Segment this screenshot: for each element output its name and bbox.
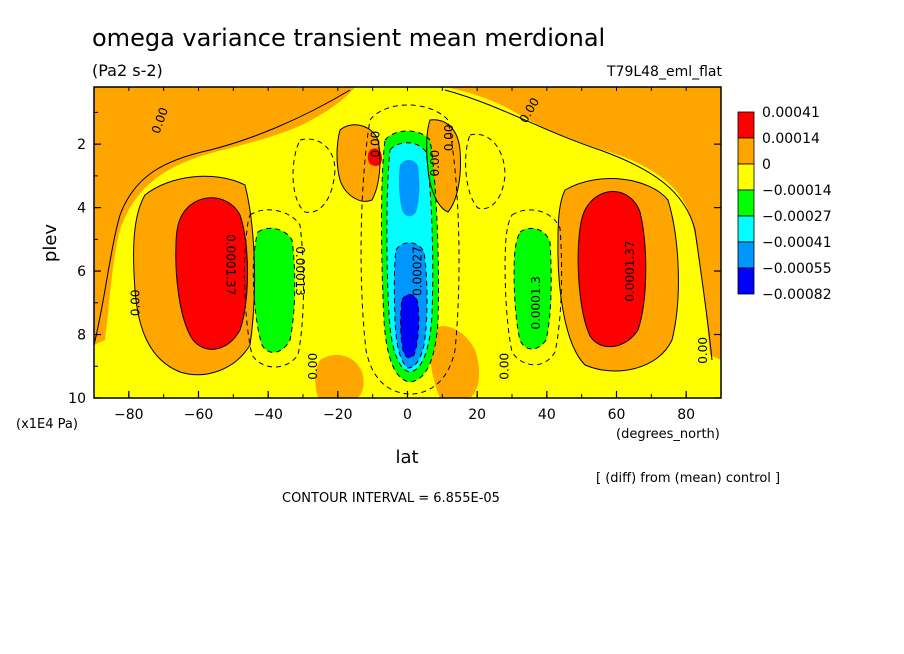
y-tick-label: 2 bbox=[77, 137, 86, 153]
x-tick-label: −80 bbox=[114, 407, 144, 423]
orange-region-center-left bbox=[337, 124, 380, 202]
colorbar-swatch bbox=[737, 137, 755, 165]
colorbar-swatch bbox=[737, 267, 755, 295]
contour-line bbox=[400, 294, 420, 359]
contour-line bbox=[243, 209, 305, 368]
colorbar-label: 0.00014 bbox=[762, 131, 820, 147]
diff-note: [ (diff) from (mean) control ] bbox=[596, 471, 780, 486]
colorbar-swatch bbox=[737, 111, 755, 139]
colorbar-label: −0.00082 bbox=[762, 287, 832, 303]
contour-label: 0.00 bbox=[442, 124, 456, 151]
contour-label: 0.00027 bbox=[410, 246, 424, 296]
colorbar-label: 0 bbox=[762, 157, 771, 173]
blue-region-core bbox=[400, 294, 419, 358]
contour-label: 0.0001.37 bbox=[623, 241, 637, 302]
negative-contours bbox=[243, 104, 563, 395]
colorbar-label: −0.00055 bbox=[762, 261, 832, 277]
contour-line bbox=[175, 197, 248, 350]
contour-line bbox=[577, 191, 647, 348]
y-tick-label: 4 bbox=[77, 201, 86, 217]
colorbar: 0.00041 0.00014 0 −0.00014 −0.00027 −0.00041 −… bbox=[737, 105, 832, 303]
red-region-west bbox=[175, 197, 248, 350]
x-tick-label: −40 bbox=[253, 407, 283, 423]
contour-label: 0.00 bbox=[428, 150, 442, 177]
lightblue-region-upper bbox=[398, 159, 420, 217]
colorbar-swatch bbox=[737, 215, 755, 243]
contour-line bbox=[426, 119, 461, 213]
contour-label: 0.00 bbox=[696, 337, 710, 364]
green-region-east bbox=[514, 228, 552, 349]
x-tick-label: 80 bbox=[677, 407, 695, 423]
orange-region-bottom-left bbox=[315, 354, 364, 398]
contour-label: 0.00 bbox=[128, 289, 142, 316]
contour-line bbox=[504, 209, 563, 366]
contour-line bbox=[381, 130, 440, 383]
plot-area: 0.000.000.0001.37 0.000130.000.000.000270… bbox=[94, 87, 721, 398]
colorbar-swatch bbox=[737, 163, 755, 191]
contour-line bbox=[252, 227, 296, 353]
contour-interval: CONTOUR INTERVAL = 6.855E-05 bbox=[282, 491, 500, 506]
positive-contours bbox=[94, 89, 713, 376]
contour-line bbox=[336, 124, 381, 202]
y-tick-label: 6 bbox=[77, 264, 86, 280]
colorbar-label: −0.00041 bbox=[762, 235, 832, 251]
contour-label: 0.00 bbox=[369, 131, 383, 158]
x-tick-label: 20 bbox=[468, 407, 486, 423]
y-axis-label: plev bbox=[40, 224, 61, 263]
x-tick-label: 0 bbox=[403, 407, 412, 423]
contour-line bbox=[133, 175, 256, 376]
orange-region-bottom-center bbox=[429, 326, 480, 398]
contour-line bbox=[94, 89, 351, 346]
contour-label: 0.00 bbox=[498, 353, 512, 380]
red-region-small bbox=[367, 148, 382, 166]
colorbar-label: −0.00014 bbox=[762, 183, 832, 199]
contour-line bbox=[444, 89, 713, 361]
colorbar-label: −0.00027 bbox=[762, 209, 832, 225]
x-axis-label: lat bbox=[395, 447, 418, 468]
chart-units: (Pa2 s-2) bbox=[92, 61, 163, 80]
contour-label: 0.0001.37 bbox=[223, 234, 237, 295]
y-tick-label: 10 bbox=[68, 391, 86, 407]
contour-line bbox=[513, 227, 552, 350]
contour-line bbox=[393, 242, 428, 369]
contour-label: 0.00 bbox=[306, 353, 320, 380]
colorbar-label: 0.00041 bbox=[762, 105, 820, 121]
red-region-east bbox=[578, 191, 646, 347]
run-label: T79L48_eml_flat bbox=[606, 64, 723, 80]
y-axis-units: (x1E4 Pa) bbox=[16, 417, 78, 432]
x-tick-label: −60 bbox=[184, 407, 214, 423]
contour-line bbox=[465, 133, 506, 210]
chart-title: omega variance transient mean merdional bbox=[92, 24, 605, 52]
x-tick-label: −20 bbox=[323, 407, 353, 423]
contour-label: 0.00013 bbox=[293, 246, 307, 296]
y-axis: 2 4 6 8 10 bbox=[68, 111, 721, 407]
green-region-west bbox=[253, 228, 295, 353]
contour-line bbox=[557, 178, 679, 372]
contour-line bbox=[386, 142, 434, 373]
contour-line bbox=[292, 138, 336, 213]
colorbar-swatch bbox=[737, 241, 755, 269]
colorbar-swatch bbox=[737, 189, 755, 217]
orange-region-east-upper bbox=[445, 87, 721, 360]
orange-region-west-upper bbox=[94, 87, 355, 345]
contour-line bbox=[360, 104, 460, 395]
x-tick-label: 60 bbox=[608, 407, 626, 423]
contour-label: 0.0001.3 bbox=[529, 276, 543, 329]
y-tick-label: 8 bbox=[77, 328, 86, 344]
x-axis: −80 −60 −40 −20 0 20 40 60 80 bbox=[93, 87, 722, 423]
x-axis-units: (degrees_north) bbox=[616, 427, 720, 442]
x-tick-label: 40 bbox=[538, 407, 556, 423]
